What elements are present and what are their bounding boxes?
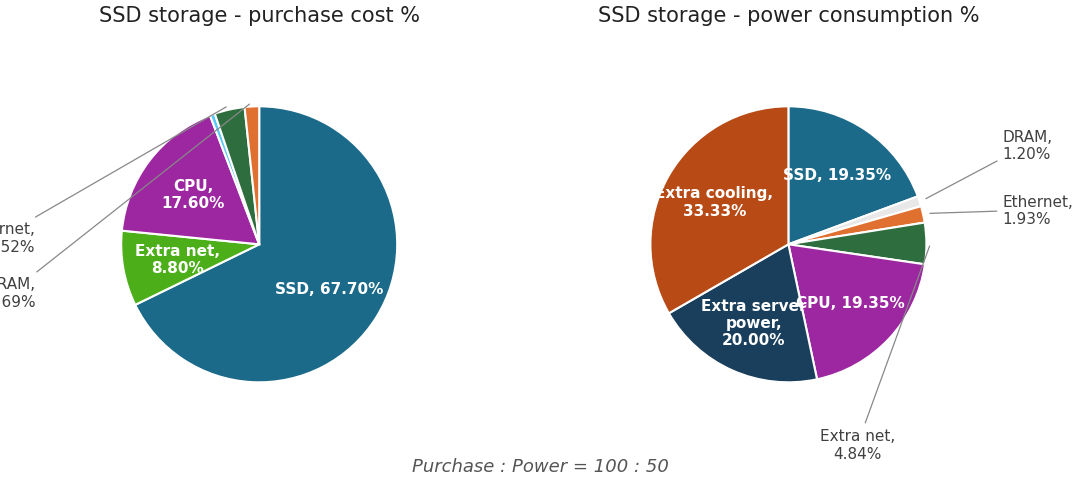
Text: Extra cooling,
33.33%: Extra cooling, 33.33% (656, 186, 773, 218)
Text: SSD, 67.70%: SSD, 67.70% (275, 281, 383, 296)
Wedge shape (669, 245, 818, 383)
Wedge shape (215, 108, 259, 245)
Wedge shape (122, 116, 259, 245)
Wedge shape (788, 107, 918, 245)
Wedge shape (788, 197, 921, 245)
Text: Extra net,
4.84%: Extra net, 4.84% (820, 247, 930, 461)
Text: SSD, 19.35%: SSD, 19.35% (783, 167, 891, 182)
Title: SSD storage - power consumption %: SSD storage - power consumption % (597, 6, 980, 25)
Text: Purchase : Power = 100 : 50: Purchase : Power = 100 : 50 (411, 457, 669, 475)
Wedge shape (788, 245, 924, 380)
Wedge shape (135, 107, 397, 383)
Text: CPU,
17.60%: CPU, 17.60% (162, 179, 225, 211)
Wedge shape (210, 114, 259, 245)
Title: SSD storage - purchase cost %: SSD storage - purchase cost % (98, 6, 420, 25)
Text: DRAM,
1.20%: DRAM, 1.20% (926, 130, 1052, 199)
Wedge shape (650, 107, 788, 313)
Wedge shape (121, 231, 259, 305)
Text: DRAM,
1.69%: DRAM, 1.69% (0, 105, 249, 309)
Text: Ethernet,
3.52%: Ethernet, 3.52% (0, 108, 226, 254)
Text: Extra server
power,
20.00%: Extra server power, 20.00% (701, 298, 807, 348)
Wedge shape (788, 223, 927, 265)
Text: Ethernet,
1.93%: Ethernet, 1.93% (930, 194, 1074, 227)
Text: Extra net,
8.80%: Extra net, 8.80% (135, 243, 220, 276)
Wedge shape (788, 207, 924, 245)
Wedge shape (244, 107, 259, 245)
Text: CPU, 19.35%: CPU, 19.35% (796, 296, 905, 311)
